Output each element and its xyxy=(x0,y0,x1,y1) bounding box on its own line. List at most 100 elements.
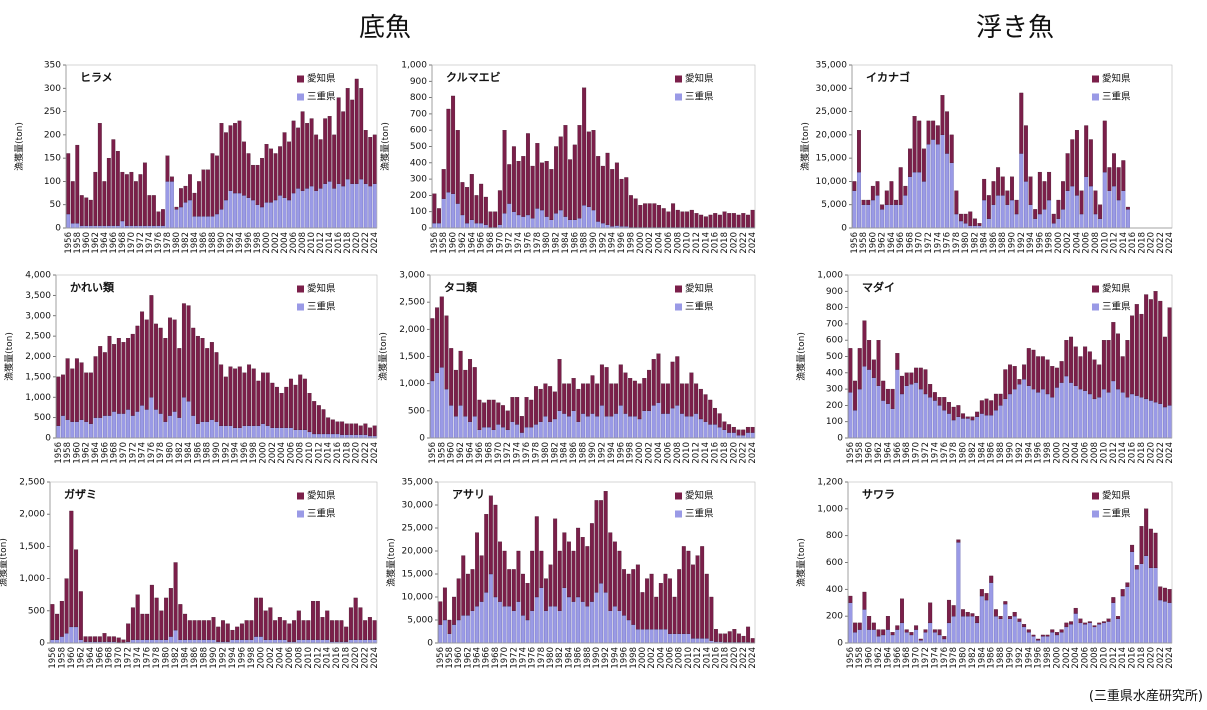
bar-segment xyxy=(1092,398,1097,439)
bar-segment xyxy=(1097,624,1102,644)
bar-segment xyxy=(1019,92,1024,154)
bar-segment xyxy=(1079,213,1084,229)
x-tick-label: 2016 xyxy=(711,647,721,669)
bar-segment xyxy=(242,195,246,229)
bar-segment xyxy=(363,183,368,229)
bar-segment xyxy=(1065,153,1070,191)
bar-segment xyxy=(488,211,493,228)
bar-segment xyxy=(1107,167,1112,191)
bar-segment xyxy=(624,177,629,227)
bar-segment xyxy=(354,423,359,435)
bar-segment xyxy=(318,188,323,229)
bar-segment xyxy=(544,610,548,644)
bar-segment xyxy=(881,629,886,636)
x-tick-label: 1998 xyxy=(626,442,636,464)
bar-segment xyxy=(727,213,732,228)
bar-segment xyxy=(604,416,609,439)
bar-segment xyxy=(326,433,331,439)
y-tick-label: 0 xyxy=(841,224,847,234)
bar-segment xyxy=(340,434,345,439)
bar-segment xyxy=(224,132,228,201)
x-tick-label: 2008 xyxy=(1091,232,1101,254)
legend-swatch xyxy=(1092,303,1099,311)
bar-segment xyxy=(1008,364,1012,395)
bar-segment xyxy=(368,427,372,437)
bar-segment xyxy=(149,295,154,398)
y-tick-label: 2,000 xyxy=(19,510,45,520)
bar-segment xyxy=(1098,204,1103,219)
bar-segment xyxy=(1014,199,1019,215)
bar-segment xyxy=(589,523,594,602)
bar-segment xyxy=(951,616,956,644)
x-tick-label: 1998 xyxy=(249,442,259,464)
x-tick-label: 1986 xyxy=(989,232,999,254)
x-tick-label: 1972 xyxy=(505,232,515,254)
bar-segment xyxy=(502,606,507,644)
bar-segment xyxy=(1139,526,1144,564)
chart: 05,00010,00015,00020,00025,00030,00035,0… xyxy=(385,478,758,669)
bar-segment xyxy=(1010,199,1014,229)
bar-segment xyxy=(848,348,853,393)
bar-segment xyxy=(741,213,746,228)
x-tick-label: 1974 xyxy=(138,442,148,464)
x-tick-label: 1964 xyxy=(86,647,96,669)
x-tick-label: 2020 xyxy=(1146,647,1156,669)
plot-frame xyxy=(431,64,756,229)
x-tick-label: 1990 xyxy=(588,442,598,464)
bar-segment xyxy=(214,352,219,422)
x-tick-label: 1976 xyxy=(940,442,950,464)
bar-segment xyxy=(534,596,539,644)
x-tick-label: 2024 xyxy=(1165,232,1175,254)
bar-segment xyxy=(59,636,64,644)
bar-segment xyxy=(497,190,502,225)
bar-segment xyxy=(1000,176,1005,196)
bar-segment xyxy=(1120,356,1125,393)
bar-segment xyxy=(74,549,79,628)
legend-label: 愛知県 xyxy=(685,490,714,502)
bar-segment xyxy=(260,206,264,229)
y-tick-label: 200 xyxy=(826,401,843,411)
x-tick-label: 1996 xyxy=(617,232,627,254)
bar-segment xyxy=(1074,195,1079,229)
bar-segment xyxy=(1084,176,1089,229)
legend-label: 三重県 xyxy=(1102,508,1131,520)
bar-segment xyxy=(1036,356,1041,393)
y-tick-label: 350 xyxy=(44,61,61,71)
bar-segment xyxy=(914,625,919,630)
bar-segment xyxy=(191,415,196,439)
bar-segment xyxy=(505,410,510,431)
bar-segment xyxy=(335,433,340,439)
bar-segment xyxy=(689,209,694,228)
legend-swatch xyxy=(297,510,304,518)
bar-segment xyxy=(909,634,914,644)
bar-segment xyxy=(1130,393,1135,439)
bar-segment xyxy=(949,162,954,229)
bar-segment xyxy=(576,527,581,598)
bar-segment xyxy=(904,385,909,439)
y-tick-label: 600 xyxy=(826,336,843,346)
bar-segment xyxy=(1125,340,1130,398)
bar-segment xyxy=(895,369,900,439)
x-tick-label: 2016 xyxy=(1128,442,1138,464)
legend-swatch xyxy=(675,492,682,500)
bar-segment xyxy=(954,213,959,229)
bar-segment xyxy=(263,639,268,644)
bar-segment xyxy=(251,368,256,426)
bar-segment xyxy=(502,550,507,607)
bar-segment xyxy=(156,211,161,226)
bar-segment xyxy=(1078,388,1083,439)
y-tick-label: 1,000 xyxy=(401,61,427,71)
x-tick-label: 2014 xyxy=(1119,232,1129,254)
x-tick-label: 1982 xyxy=(968,647,978,669)
bar-segment xyxy=(367,639,372,644)
x-tick-label: 2018 xyxy=(720,442,730,464)
bar-segment xyxy=(552,418,557,439)
bar-segment xyxy=(516,550,521,602)
bar-segment xyxy=(691,638,695,644)
bar-segment xyxy=(926,144,931,229)
bar-segment xyxy=(571,410,576,439)
x-tick-label: 1972 xyxy=(503,442,513,464)
bar-segment xyxy=(632,416,637,439)
legend-swatch xyxy=(1092,285,1099,293)
